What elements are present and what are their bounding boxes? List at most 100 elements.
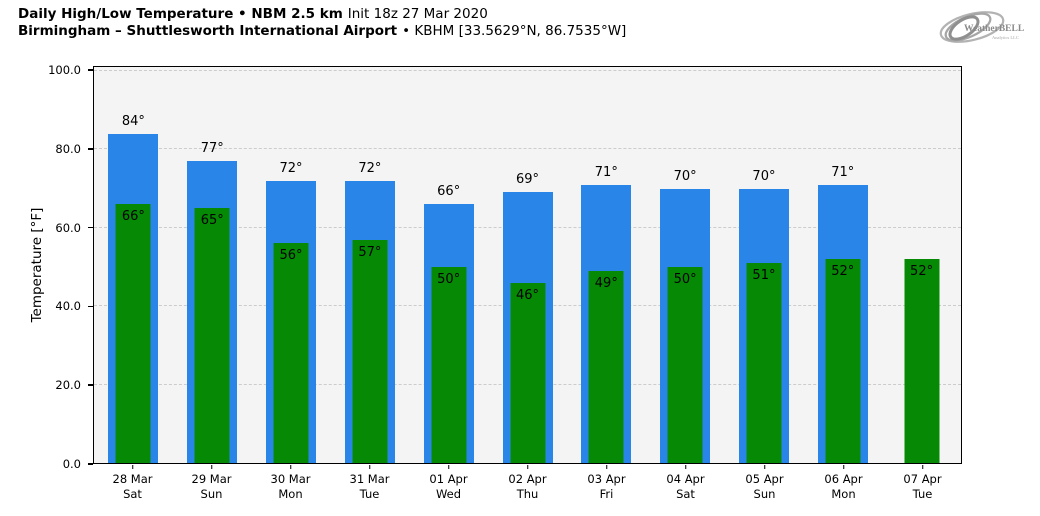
x-tick-weekday: Sun	[200, 487, 223, 501]
low-value-label: 49°	[594, 275, 618, 291]
low-bar	[510, 282, 545, 463]
x-tick-date: 06 Apr	[824, 472, 863, 486]
low-value-label: 52°	[910, 264, 934, 280]
chart-title-main: Daily High/Low Temperature • NBM 2.5 km	[18, 6, 343, 22]
x-tick-weekday: Sat	[676, 487, 695, 501]
x-tick-date: 02 Apr	[508, 472, 547, 486]
x-tick-label: 30 Mar Mon	[271, 472, 311, 502]
chart-subtitle: Birmingham – Shuttlesworth International…	[18, 23, 626, 40]
x-tick-label: 04 Apr Sat	[666, 472, 704, 502]
low-bar	[825, 259, 861, 463]
x-tick-date: 03 Apr	[587, 472, 626, 486]
y-tick-mark-40	[88, 305, 93, 308]
x-tick-mark	[842, 465, 845, 469]
x-tick-mark	[210, 465, 213, 469]
y-tick-mark-0	[88, 463, 93, 465]
low-bar	[904, 259, 940, 463]
y-tick-mark-100	[88, 69, 93, 71]
x-tick-weekday: Thu	[516, 487, 539, 501]
x-tick-label: 05 Apr Sun	[745, 472, 783, 502]
x-tick-mark	[605, 465, 608, 469]
x-tick-date: 29 Mar	[191, 472, 232, 486]
high-value-label: 84°	[121, 113, 145, 129]
y-tick-mark-20	[88, 384, 93, 386]
x-tick-weekday: Tue	[912, 487, 933, 501]
high-value-label: 71°	[831, 164, 855, 180]
x-tick-date: 01 Apr	[429, 472, 468, 486]
x-tick-label: 29 Mar Sun	[192, 472, 232, 502]
low-value-label: 46°	[515, 287, 540, 303]
x-tick-weekday: Fri	[599, 487, 614, 501]
high-value-label: 69°	[515, 172, 540, 188]
x-tick-label: 07 Apr Tue	[903, 472, 941, 502]
low-bar	[273, 243, 309, 463]
x-tick-date: 31 Mar	[349, 472, 390, 486]
chart-title-init: Init 18z 27 Mar 2020	[347, 6, 488, 22]
low-value-label: 50°	[437, 271, 461, 287]
weatherbell-logo-text: WeatherBELL	[964, 24, 1024, 34]
x-tick-date: 05 Apr	[745, 472, 784, 486]
low-bar	[431, 266, 467, 463]
gridline-100	[94, 69, 961, 71]
high-value-label: 77°	[200, 141, 224, 157]
x-tick-date: 07 Apr	[903, 472, 942, 486]
high-value-label: 72°	[358, 160, 382, 176]
x-tick-weekday: Mon	[278, 487, 303, 501]
x-tick-mark	[447, 465, 450, 469]
y-tick-label: 40.0	[55, 299, 81, 314]
x-tick-date: 04 Apr	[666, 472, 705, 486]
low-bar	[115, 204, 151, 463]
low-value-label: 51°	[752, 268, 776, 284]
x-tick-label: 31 Mar Tue	[350, 472, 390, 502]
x-tick-date: 28 Mar	[112, 472, 153, 486]
high-value-label: 71°	[594, 164, 618, 180]
x-tick-mark	[921, 465, 924, 469]
chart-title: Daily High/Low Temperature • NBM 2.5 km I…	[18, 6, 626, 23]
x-tick-weekday: Wed	[435, 487, 462, 501]
x-tick-mark	[526, 465, 529, 469]
x-tick-date: 30 Mar	[270, 472, 311, 486]
weatherbell-logo: WeatherBELL Analytics LLC	[939, 11, 1024, 43]
y-tick-mark-80	[88, 148, 93, 150]
y-tick-label: 100.0	[48, 62, 81, 77]
x-tick-mark	[131, 465, 134, 469]
x-tick-weekday: Sun	[753, 487, 776, 501]
x-tick-weekday: Mon	[831, 487, 856, 501]
low-bar	[194, 208, 230, 463]
x-tick-mark	[289, 465, 292, 469]
y-tick-label: 80.0	[55, 141, 81, 156]
x-tick-mark	[368, 465, 371, 469]
chart-header: Daily High/Low Temperature • NBM 2.5 km I…	[18, 6, 626, 39]
y-tick-label: 20.0	[55, 378, 81, 393]
low-bar	[746, 263, 782, 463]
chart-subtitle-station: • KBHM [33.5629°N, 86.7535°W]	[402, 22, 627, 39]
x-tick-label: 28 Mar Sat	[113, 472, 153, 502]
x-tick-label: 03 Apr Fri	[587, 472, 625, 502]
low-value-label: 66°	[121, 209, 145, 225]
high-value-label: 66°	[437, 184, 461, 200]
x-tick-weekday: Sat	[123, 487, 142, 501]
x-tick-label: 02 Apr Thu	[508, 472, 546, 502]
chart-subtitle-location: Birmingham – Shuttlesworth International…	[18, 22, 398, 39]
low-bar	[588, 270, 624, 463]
low-value-label: 65°	[200, 213, 224, 229]
y-axis: 0.0 20.0 40.0 60.0 80.0 100.0	[0, 62, 93, 471]
gridline-80	[94, 148, 961, 150]
weatherbell-logo-subtext: Analytics LLC	[992, 35, 1019, 40]
x-tick-label: 06 Apr Mon	[824, 472, 862, 502]
x-tick-mark	[763, 465, 766, 469]
x-tick-weekday: Tue	[359, 487, 380, 501]
low-bar	[667, 266, 703, 463]
x-axis: 28 Mar Sat 29 Mar Sun 30 Mar Mon 31 Mar Tue 01 A…	[93, 464, 962, 516]
low-value-label: 56°	[279, 248, 303, 264]
high-value-label: 70°	[673, 168, 697, 184]
low-bar	[352, 239, 388, 463]
low-value-label: 57°	[358, 244, 382, 260]
high-value-label: 70°	[752, 168, 776, 184]
y-tick-mark-60	[88, 226, 93, 229]
low-value-label: 52°	[831, 264, 855, 280]
high-value-label: 72°	[279, 160, 303, 176]
y-tick-label: 0.0	[62, 457, 81, 471]
x-tick-mark	[684, 465, 687, 469]
